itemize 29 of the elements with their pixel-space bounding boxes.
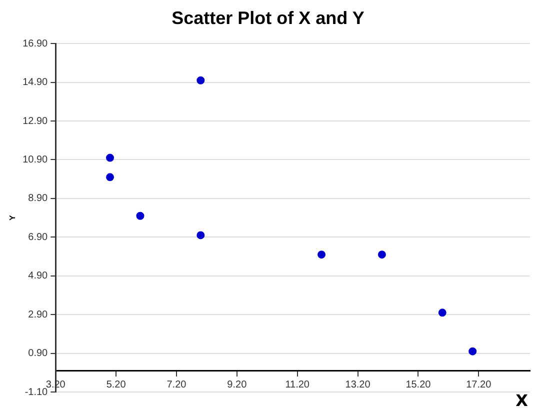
point xyxy=(106,173,114,182)
point xyxy=(106,154,114,162)
y-tick-label: 12.90 xyxy=(22,116,48,127)
y-tick-label: 10.90 xyxy=(22,154,48,166)
point xyxy=(438,308,446,317)
y-tick-label: 6.90 xyxy=(28,232,48,243)
point xyxy=(136,212,144,220)
y-tick-label: 8.90 xyxy=(28,193,48,204)
x-axis-title: X xyxy=(516,391,529,410)
y-tick-label: 2.90 xyxy=(28,309,48,320)
x-tick-label: 11.20 xyxy=(285,379,310,390)
x-tick-label: 5.20 xyxy=(106,379,126,390)
x-tick-label: 17.20 xyxy=(466,379,492,390)
y-tick-label: -1.10 xyxy=(24,386,48,398)
y-tick-label: 14.90 xyxy=(22,77,48,88)
chart-title: Scatter Plot of X and Y xyxy=(172,8,364,28)
x-tick-label: 15.20 xyxy=(406,379,432,390)
x-tick-label: 13.20 xyxy=(345,379,371,390)
point xyxy=(468,347,477,356)
point xyxy=(196,76,205,84)
x-tick-label: 9.20 xyxy=(227,379,248,390)
point xyxy=(196,231,205,240)
y-axis-title: Y xyxy=(8,214,18,220)
y-tick-label: 0.90 xyxy=(28,348,48,360)
point xyxy=(378,250,386,259)
x-tick-label: 7.20 xyxy=(166,379,187,390)
y-tick-label: 4.90 xyxy=(28,270,48,282)
y-tick-label: 16.90 xyxy=(22,38,48,50)
point xyxy=(318,250,326,259)
